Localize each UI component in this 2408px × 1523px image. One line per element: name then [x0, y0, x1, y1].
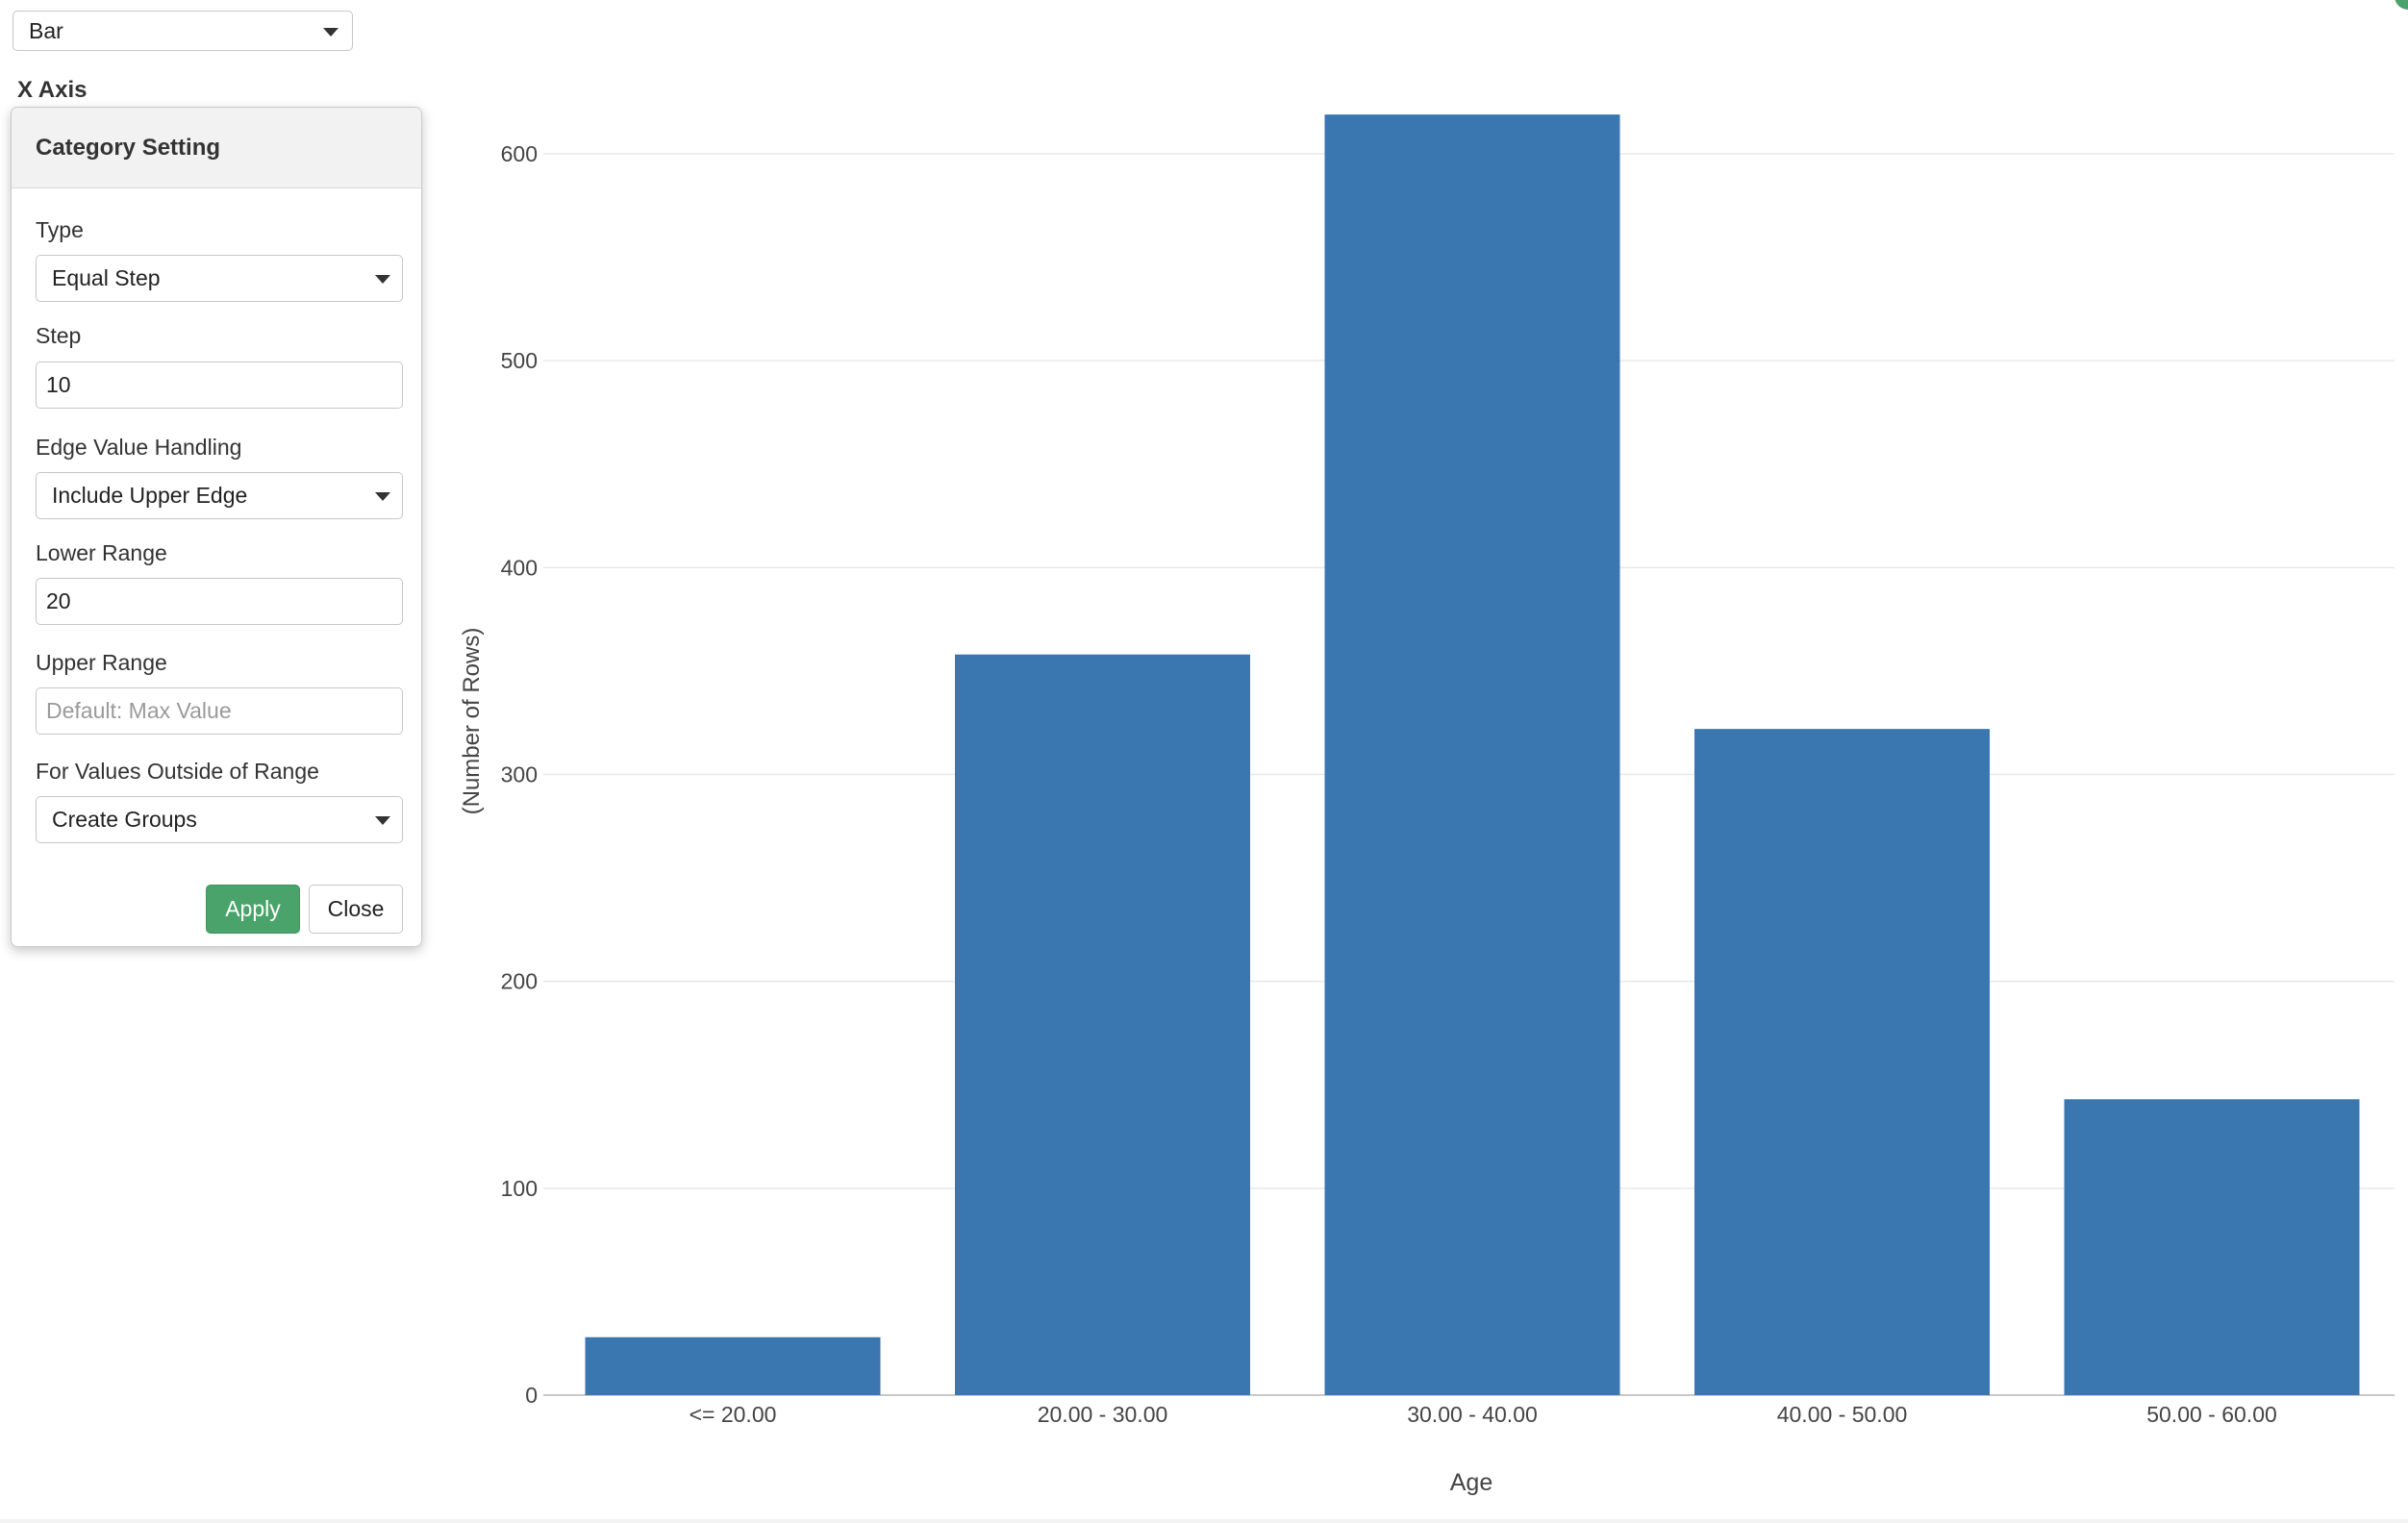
status-dot-icon: [2395, 0, 2408, 10]
bar-1: [585, 1336, 881, 1395]
y-tick-label: 400: [501, 555, 538, 580]
y-tick-label: 500: [501, 348, 538, 373]
type-select-value: Equal Step: [52, 265, 161, 290]
upper-range-label: Upper Range: [36, 650, 167, 675]
y-tick-label: 0: [525, 1383, 538, 1408]
step-input-value: 10: [46, 372, 71, 397]
chart-type-select[interactable]: Bar: [13, 11, 353, 51]
x-axis-section-label: X Axis: [17, 77, 88, 103]
upper-range-input[interactable]: Default: Max Value: [36, 687, 403, 735]
y-axis-title: (Number of Rows): [459, 628, 485, 815]
lower-range-input[interactable]: 20: [36, 578, 403, 625]
category-setting-popover: Category Setting Type Equal Step Step 10…: [11, 107, 422, 947]
bar-5: [2064, 1099, 2360, 1395]
edge-value-handling-select[interactable]: Include Upper Edge: [36, 472, 403, 519]
chevron-down-icon: [323, 28, 339, 37]
bar-3: [1324, 114, 1620, 1396]
x-tick-label: 20.00 - 30.00: [1038, 1402, 1168, 1427]
edge-value-handling-label: Edge Value Handling: [36, 435, 242, 460]
y-tick-label: 200: [501, 969, 538, 994]
bottom-divider: [0, 1519, 2408, 1523]
outside-range-value: Create Groups: [52, 807, 197, 832]
x-axis-title: Age: [1450, 1469, 1492, 1496]
apply-button[interactable]: Apply: [206, 885, 300, 934]
chevron-down-icon: [375, 816, 390, 825]
x-tick-label: 30.00 - 40.00: [1407, 1402, 1538, 1427]
chevron-down-icon: [375, 275, 390, 284]
edge-value-handling-value: Include Upper Edge: [52, 483, 248, 508]
step-input[interactable]: 10: [36, 362, 403, 409]
type-label: Type: [36, 217, 84, 242]
x-tick-label: 40.00 - 50.00: [1777, 1402, 1908, 1427]
close-button[interactable]: Close: [309, 885, 403, 934]
y-tick-label: 600: [501, 141, 538, 166]
y-tick-label: 300: [501, 762, 538, 787]
popover-title: Category Setting: [12, 108, 421, 188]
type-select[interactable]: Equal Step: [36, 255, 403, 302]
chart-type-value: Bar: [29, 18, 63, 43]
lower-range-value: 20: [46, 588, 71, 613]
bar-2: [955, 654, 1250, 1395]
upper-range-placeholder: Default: Max Value: [46, 698, 232, 723]
y-tick-label: 100: [501, 1176, 538, 1201]
outside-range-select[interactable]: Create Groups: [36, 796, 403, 843]
lower-range-label: Lower Range: [36, 540, 167, 565]
bar-4: [1694, 729, 1990, 1395]
step-label: Step: [36, 323, 82, 348]
outside-range-label: For Values Outside of Range: [36, 759, 319, 784]
x-tick-label: <= 20.00: [690, 1402, 777, 1427]
chevron-down-icon: [375, 492, 390, 501]
x-tick-label: 50.00 - 60.00: [2146, 1402, 2277, 1427]
